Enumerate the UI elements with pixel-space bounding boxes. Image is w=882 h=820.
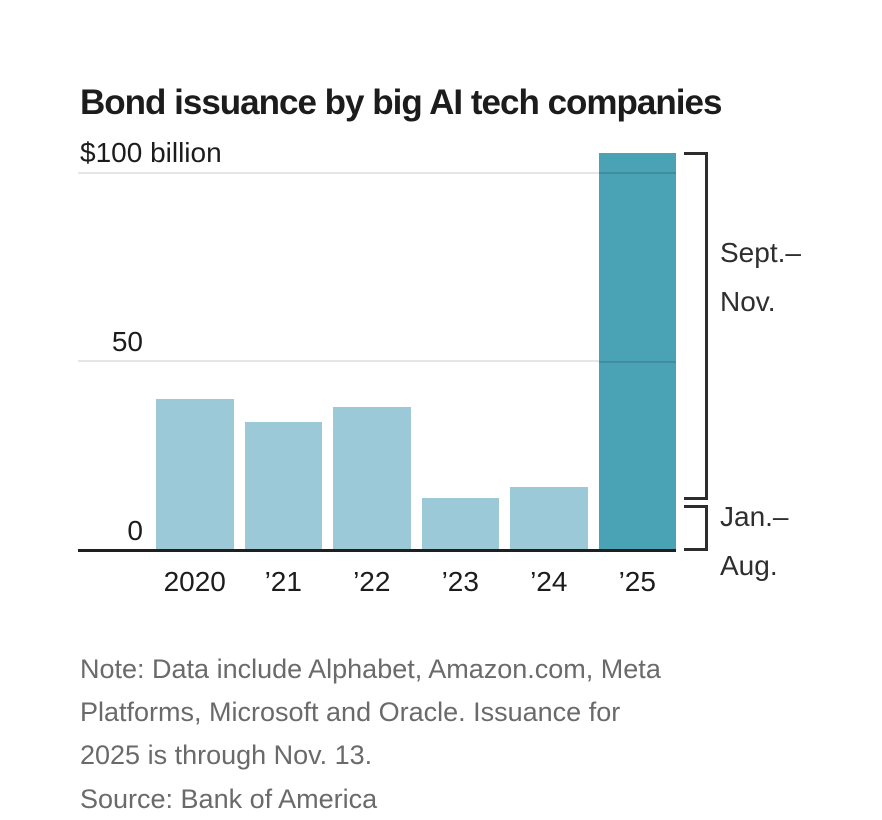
bracket-tick [684, 497, 708, 500]
y-axis-label-50: 50 [111, 326, 143, 357]
gridline-through-bar [598, 360, 676, 363]
x-axis-label-23: ’23 [441, 566, 479, 597]
bracket-tick [684, 548, 708, 551]
x-axis-line [78, 549, 676, 552]
bracket-line [705, 152, 708, 500]
bar-22 [333, 406, 411, 551]
gridline-50 [78, 360, 676, 362]
annotation-line: Jan.– [720, 501, 789, 532]
x-axis-label-21: ’21 [264, 566, 302, 597]
bar-23 [421, 497, 499, 551]
note-line: 2025 is through Nov. 13. [80, 740, 373, 770]
x-axis-label-25: ’25 [618, 566, 656, 597]
x-axis-label-22: ’22 [353, 566, 391, 597]
bracket-line [705, 505, 708, 551]
annotation-line: Nov. [720, 286, 776, 317]
y-axis-label-100: $100 billion [80, 137, 222, 168]
y-axis-label-0: 0 [127, 515, 143, 546]
bar-21 [244, 422, 322, 551]
bracket-tick [684, 152, 708, 155]
x-axis-label-24: ’24 [530, 566, 568, 597]
chart-source: Source: Bank of America [80, 784, 378, 814]
bracket-tick [684, 505, 708, 508]
x-axis-label-2020: 2020 [163, 566, 226, 597]
annotation-line: Sept.– [720, 237, 801, 268]
annotation-jan-aug: Jan.– Aug. [720, 492, 789, 590]
annotation-line: Aug. [720, 550, 778, 581]
annotation-sept-nov: Sept.– Nov. [720, 228, 801, 326]
bar-24 [510, 486, 588, 551]
bar-2020 [156, 399, 234, 551]
note-line: Platforms, Microsoft and Oracle. Issuanc… [80, 697, 621, 727]
gridline-100 [78, 172, 676, 174]
chart-title: Bond issuance by big AI tech companies [80, 83, 722, 123]
note-line: Note: Data include Alphabet, Amazon.com,… [80, 654, 661, 684]
gridline-through-bar [598, 171, 676, 174]
bar-25 [598, 152, 676, 551]
chart-note: Note: Data include Alphabet, Amazon.com,… [80, 648, 661, 777]
